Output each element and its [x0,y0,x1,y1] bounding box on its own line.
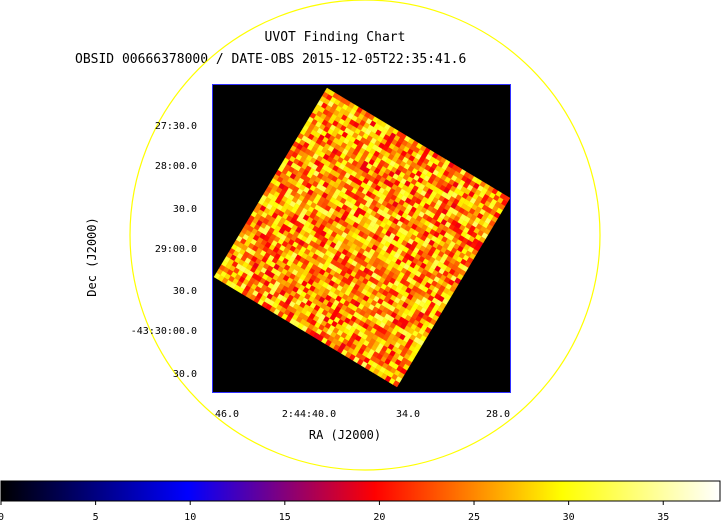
y-tick-label: -43:30:00.0 [131,326,197,337]
x-tick-label: 28.0 [486,409,510,420]
colorbar-tick-label: 25 [468,512,480,521]
image-frame [212,84,511,393]
y-tick-label: 27:30.0 [155,121,197,132]
x-tick-label: 34.0 [396,409,420,420]
colorbar-tick-label: 35 [657,512,669,521]
colorbar-tick-label: 30 [563,512,575,521]
x-axis-label: RA (J2000) [309,428,381,442]
y-tick-label: 30.0 [173,286,197,297]
y-tick-label: 30.0 [173,204,197,215]
chart-title: UVOT Finding Chart [264,30,406,45]
colorbar-tick-label: 5 [93,512,99,521]
y-axis-label: Dec (J2000) [85,217,99,296]
image-field [213,87,511,388]
y-tick-label: 28:00.0 [155,161,197,172]
colorbar-tick-label: 15 [279,512,291,521]
field-of-view-circle [129,0,601,471]
x-tick-label: 46.0 [215,409,239,420]
colorbar-tick-label: 10 [184,512,196,521]
y-tick-label: 29:00.0 [155,244,197,255]
colorbar-tick-label: 0 [0,512,4,521]
field-pixel [392,380,400,388]
chart-subtitle: OBSID 00666378000 / DATE-OBS 2015-12-05T… [75,52,467,67]
colorbar-tick-label: 20 [373,512,385,521]
y-tick-label: 30.0 [173,369,197,380]
x-tick-label: 2:44:40.0 [282,409,336,420]
colorbar-scale [0,480,721,502]
colorbar: 0 5 10 15 20 25 30 35 [0,480,721,521]
